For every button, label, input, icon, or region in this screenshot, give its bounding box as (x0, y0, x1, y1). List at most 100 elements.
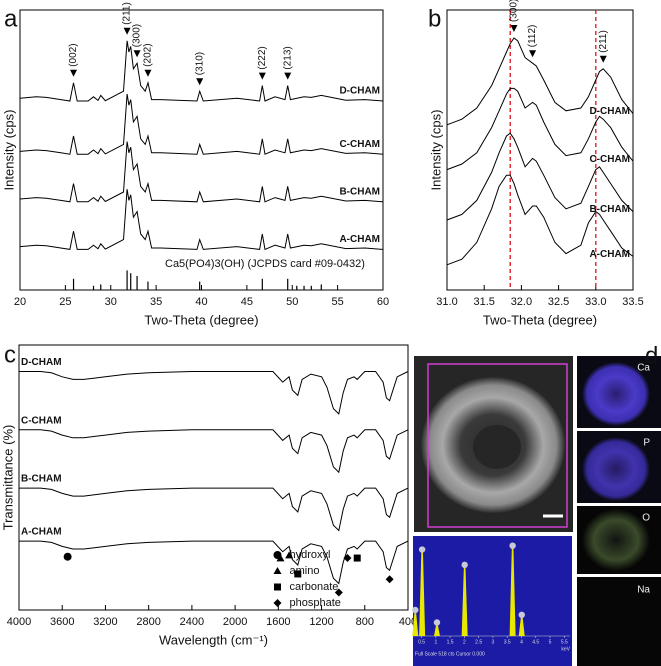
peak-marker (196, 78, 204, 86)
series-label: A-CHAM (589, 249, 630, 260)
legend-label: hydroxyl (290, 549, 331, 561)
legend-label: carbonate (290, 581, 339, 593)
x-tick-label: 3.5 (504, 639, 511, 645)
series-label: B-CHAM (339, 186, 380, 197)
map-p-signal (582, 437, 650, 501)
edx-peak-label-dot (461, 561, 468, 569)
peak-label: (211) (598, 30, 609, 53)
spectrum-line (19, 429, 409, 474)
series-label: A-CHAM (339, 234, 380, 245)
peak-label: (002) (68, 43, 79, 66)
x-axis-title: Two-Theta (degree) (144, 312, 258, 327)
edx-peak-label-dot (509, 542, 516, 549)
x-tick-label: 2 (463, 639, 466, 645)
x-axis-title: keV (561, 646, 570, 652)
x-tick-label: 33.0 (585, 296, 606, 308)
selection-box (427, 363, 568, 528)
map-label: O (642, 513, 650, 524)
y-axis-title: Intensity (cps) (1, 110, 16, 191)
x-tick-label: 45 (241, 296, 253, 308)
legend-symbol (273, 567, 282, 574)
series-label: D-CHAM (589, 106, 630, 117)
peak-label: (300) (509, 0, 520, 22)
edx-peak (509, 547, 516, 636)
band-marker (63, 552, 72, 561)
map-label: Ca (637, 363, 650, 374)
edx-peak-label-dot (418, 546, 426, 553)
map-label: P (643, 438, 650, 449)
spectrum-line (446, 132, 634, 221)
x-tick-label: 3 (492, 639, 495, 645)
x-tick-label: 20 (14, 296, 26, 308)
peak-marker (144, 69, 152, 77)
x-tick-label: 1200 (309, 616, 333, 628)
spectrum-line (446, 87, 634, 171)
legend-symbol (273, 599, 282, 607)
series-label: D-CHAM (21, 357, 62, 368)
y-axis-title: Intensity (cps) (428, 110, 443, 191)
x-tick-label: 25 (59, 296, 71, 308)
peak-marker (258, 72, 266, 80)
legend-symbol (274, 583, 281, 591)
peak-marker (284, 72, 292, 80)
peak-label: (202) (143, 43, 154, 66)
edx-peak (419, 551, 426, 636)
x-tick-label: 40 (195, 296, 207, 308)
edx-peak (433, 624, 440, 636)
series-label: C-CHAM (21, 415, 62, 426)
peak-label: (112) (527, 25, 538, 48)
peak-label: (222) (257, 46, 268, 69)
peak-marker (123, 27, 131, 35)
band-marker (294, 570, 302, 578)
x-tick-label: 2400 (180, 616, 204, 628)
series-label: A-CHAM (21, 527, 62, 538)
band-marker (276, 554, 285, 562)
plot-frame (446, 9, 634, 291)
x-tick-label: 5 (549, 639, 552, 645)
legend-label: amino (290, 565, 320, 577)
x-tick-label: 2.5 (475, 639, 482, 645)
x-axis-title: Two-Theta (degree) (483, 312, 597, 327)
x-tick-label: 31.0 (436, 296, 457, 308)
x-tick-label: 32.5 (548, 296, 569, 308)
x-tick-label: 32.0 (511, 296, 532, 308)
x-tick-label: 1.5 (447, 639, 454, 645)
spectrum-line (446, 37, 634, 126)
legend-label: phosphate (290, 597, 341, 609)
spectrum-line (19, 540, 409, 585)
edx-peak-label-dot (433, 619, 441, 626)
x-tick-label: 3600 (50, 616, 74, 628)
sem-hole (473, 425, 521, 469)
peak-marker (599, 55, 607, 63)
panel-label: b (428, 5, 441, 32)
x-tick-label: 55 (332, 296, 344, 308)
series-label: B-CHAM (589, 204, 630, 215)
x-tick-label: 400 (399, 616, 417, 628)
x-tick-label: 4000 (7, 616, 31, 628)
series-label: C-CHAM (589, 154, 630, 165)
spectrum-line (19, 40, 384, 102)
x-tick-label: 30 (105, 296, 117, 308)
edx-peak-label-dot (412, 606, 419, 614)
band-marker (353, 554, 361, 562)
x-tick-label: 4.5 (532, 639, 539, 645)
peak-label: (213) (282, 46, 293, 69)
map-o-signal (582, 509, 650, 571)
spectrum-line (446, 174, 634, 266)
band-marker (334, 588, 343, 597)
panel-label: d (645, 342, 658, 369)
x-tick-label: 2000 (223, 616, 247, 628)
band-marker (385, 575, 394, 584)
map-ca-signal (582, 362, 650, 426)
x-tick-label: 60 (377, 296, 389, 308)
series-label: D-CHAM (339, 86, 380, 97)
panel-label: c (4, 341, 16, 368)
edx-footer: Full Scale 518 cts Cursor 0.000 (415, 651, 485, 657)
x-tick-label: 4 (520, 639, 523, 645)
reference-label: Ca5(PO4)3(OH) (JCPDS card #09-0432) (165, 258, 365, 270)
peak-marker (510, 25, 518, 32)
x-tick-label: 33.5 (622, 296, 643, 308)
y-axis-title: Transmittance (%) (0, 425, 15, 531)
peak-label: (300) (132, 24, 143, 47)
